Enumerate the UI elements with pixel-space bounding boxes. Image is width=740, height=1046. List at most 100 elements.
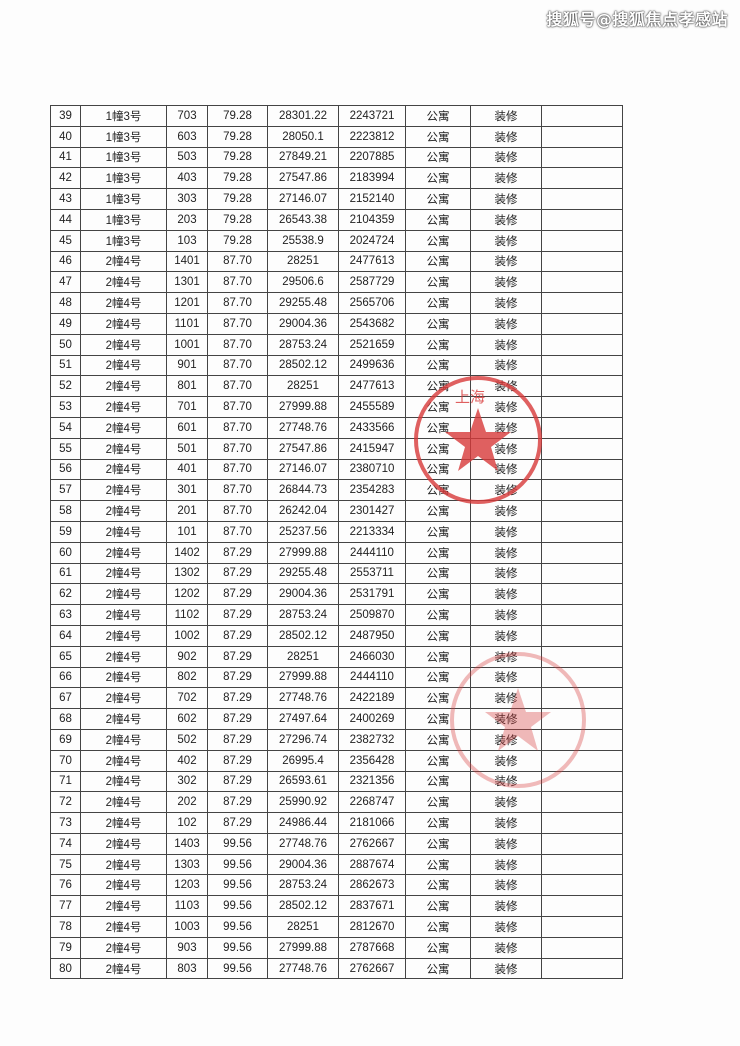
property-type-cell: 公寓 bbox=[405, 292, 471, 314]
decoration-cell: 装修 bbox=[470, 874, 542, 897]
table-row: 69 2幢4号 502 87.29 27296.74 2382732 公寓 装修 bbox=[50, 728, 623, 751]
row-number-cell: 42 bbox=[50, 167, 81, 190]
property-type-cell: 公寓 bbox=[405, 167, 471, 190]
area-cell: 99.56 bbox=[207, 853, 268, 876]
table-row: 78 2幢4号 1003 99.56 28251 2812670 公寓 装修 bbox=[50, 916, 623, 938]
row-number-cell: 76 bbox=[50, 874, 81, 897]
room-number-cell: 201 bbox=[166, 500, 208, 522]
area-cell: 87.29 bbox=[207, 749, 268, 772]
remarks-cell bbox=[541, 500, 623, 522]
building-cell: 2幢4号 bbox=[80, 728, 167, 751]
building-cell: 2幢4号 bbox=[80, 687, 167, 710]
row-number-cell: 60 bbox=[50, 541, 81, 564]
decoration-cell: 装修 bbox=[470, 936, 542, 959]
decoration-cell: 装修 bbox=[470, 188, 542, 210]
room-number-cell: 402 bbox=[166, 749, 208, 772]
row-number-cell: 62 bbox=[50, 583, 81, 606]
remarks-cell bbox=[541, 333, 623, 356]
property-type-cell: 公寓 bbox=[405, 500, 471, 522]
total-price-cell: 2444110 bbox=[338, 541, 406, 564]
remarks-cell bbox=[541, 687, 623, 710]
unit-price-cell: 28251 bbox=[267, 645, 339, 668]
decoration-cell: 装修 bbox=[470, 604, 542, 626]
area-cell: 87.29 bbox=[207, 812, 268, 834]
table-row: 44 1幢3号 203 79.28 26543.38 2104359 公寓 装修 bbox=[50, 208, 623, 231]
decoration-cell: 装修 bbox=[470, 791, 542, 814]
decoration-cell: 装修 bbox=[470, 354, 542, 377]
room-number-cell: 1101 bbox=[166, 312, 208, 335]
property-type-cell: 公寓 bbox=[405, 832, 471, 855]
remarks-cell bbox=[541, 812, 623, 834]
area-cell: 99.56 bbox=[207, 832, 268, 855]
table-row: 62 2幢4号 1202 87.29 29004.36 2531791 公寓 装修 bbox=[50, 583, 623, 606]
unit-price-cell: 29004.36 bbox=[267, 312, 339, 335]
row-number-cell: 41 bbox=[50, 146, 81, 169]
building-cell: 2幢4号 bbox=[80, 396, 167, 418]
remarks-cell bbox=[541, 312, 623, 335]
remarks-cell bbox=[541, 229, 623, 252]
decoration-cell: 装修 bbox=[470, 624, 542, 647]
unit-price-cell: 27296.74 bbox=[267, 728, 339, 751]
decoration-cell: 装修 bbox=[470, 167, 542, 190]
unit-price-cell: 27999.88 bbox=[267, 936, 339, 959]
property-type-cell: 公寓 bbox=[405, 812, 471, 834]
housing-price-table: 39 1幢3号 703 79.28 28301.22 2243721 公寓 装修 40 1幢3号 6… bbox=[50, 105, 623, 980]
room-number-cell: 703 bbox=[166, 105, 208, 127]
property-type-cell: 公寓 bbox=[405, 375, 471, 398]
room-number-cell: 601 bbox=[166, 416, 208, 439]
row-number-cell: 59 bbox=[50, 520, 81, 543]
building-cell: 2幢4号 bbox=[80, 354, 167, 377]
property-type-cell: 公寓 bbox=[405, 604, 471, 626]
unit-price-cell: 28050.1 bbox=[267, 125, 339, 148]
unit-price-cell: 29004.36 bbox=[267, 853, 339, 876]
unit-price-cell: 26995.4 bbox=[267, 749, 339, 772]
area-cell: 87.29 bbox=[207, 604, 268, 626]
remarks-cell bbox=[541, 396, 623, 418]
decoration-cell: 装修 bbox=[470, 458, 542, 481]
building-cell: 2幢4号 bbox=[80, 604, 167, 626]
remarks-cell bbox=[541, 208, 623, 231]
building-cell: 2幢4号 bbox=[80, 500, 167, 522]
remarks-cell bbox=[541, 936, 623, 959]
row-number-cell: 44 bbox=[50, 208, 81, 231]
area-cell: 87.70 bbox=[207, 250, 268, 273]
property-type-cell: 公寓 bbox=[405, 728, 471, 751]
table-row: 63 2幢4号 1102 87.29 28753.24 2509870 公寓 装修 bbox=[50, 604, 623, 626]
room-number-cell: 202 bbox=[166, 791, 208, 814]
room-number-cell: 1002 bbox=[166, 624, 208, 647]
remarks-cell bbox=[541, 832, 623, 855]
area-cell: 99.56 bbox=[207, 895, 268, 918]
building-cell: 1幢3号 bbox=[80, 188, 167, 210]
remarks-cell bbox=[541, 770, 623, 793]
table-row: 73 2幢4号 102 87.29 24986.44 2181066 公寓 装修 bbox=[50, 812, 623, 834]
table-row: 39 1幢3号 703 79.28 28301.22 2243721 公寓 装修 bbox=[50, 105, 623, 127]
remarks-cell bbox=[541, 520, 623, 543]
building-cell: 2幢4号 bbox=[80, 770, 167, 793]
table-row: 59 2幢4号 101 87.70 25237.56 2213334 公寓 装修 bbox=[50, 520, 623, 543]
unit-price-cell: 29004.36 bbox=[267, 583, 339, 606]
unit-price-cell: 26543.38 bbox=[267, 208, 339, 231]
building-cell: 2幢4号 bbox=[80, 562, 167, 585]
building-cell: 2幢4号 bbox=[80, 583, 167, 606]
room-number-cell: 1201 bbox=[166, 292, 208, 314]
row-number-cell: 56 bbox=[50, 458, 81, 481]
row-number-cell: 52 bbox=[50, 375, 81, 398]
table-row: 55 2幢4号 501 87.70 27547.86 2415947 公寓 装修 bbox=[50, 437, 623, 460]
unit-price-cell: 27999.88 bbox=[267, 666, 339, 689]
unit-price-cell: 27748.76 bbox=[267, 416, 339, 439]
row-number-cell: 58 bbox=[50, 500, 81, 522]
decoration-cell: 装修 bbox=[470, 333, 542, 356]
property-type-cell: 公寓 bbox=[405, 936, 471, 959]
area-cell: 79.28 bbox=[207, 229, 268, 252]
building-cell: 2幢4号 bbox=[80, 791, 167, 814]
room-number-cell: 1403 bbox=[166, 832, 208, 855]
decoration-cell: 装修 bbox=[470, 229, 542, 252]
property-type-cell: 公寓 bbox=[405, 957, 471, 980]
watermark: 搜狐号@搜狐焦点孝感站 bbox=[546, 10, 728, 29]
room-number-cell: 301 bbox=[166, 479, 208, 502]
remarks-cell bbox=[541, 541, 623, 564]
table-body: 39 1幢3号 703 79.28 28301.22 2243721 公寓 装修 40 1幢3号 6… bbox=[50, 105, 623, 980]
room-number-cell: 1303 bbox=[166, 853, 208, 876]
unit-price-cell: 27497.64 bbox=[267, 708, 339, 730]
building-cell: 1幢3号 bbox=[80, 105, 167, 127]
